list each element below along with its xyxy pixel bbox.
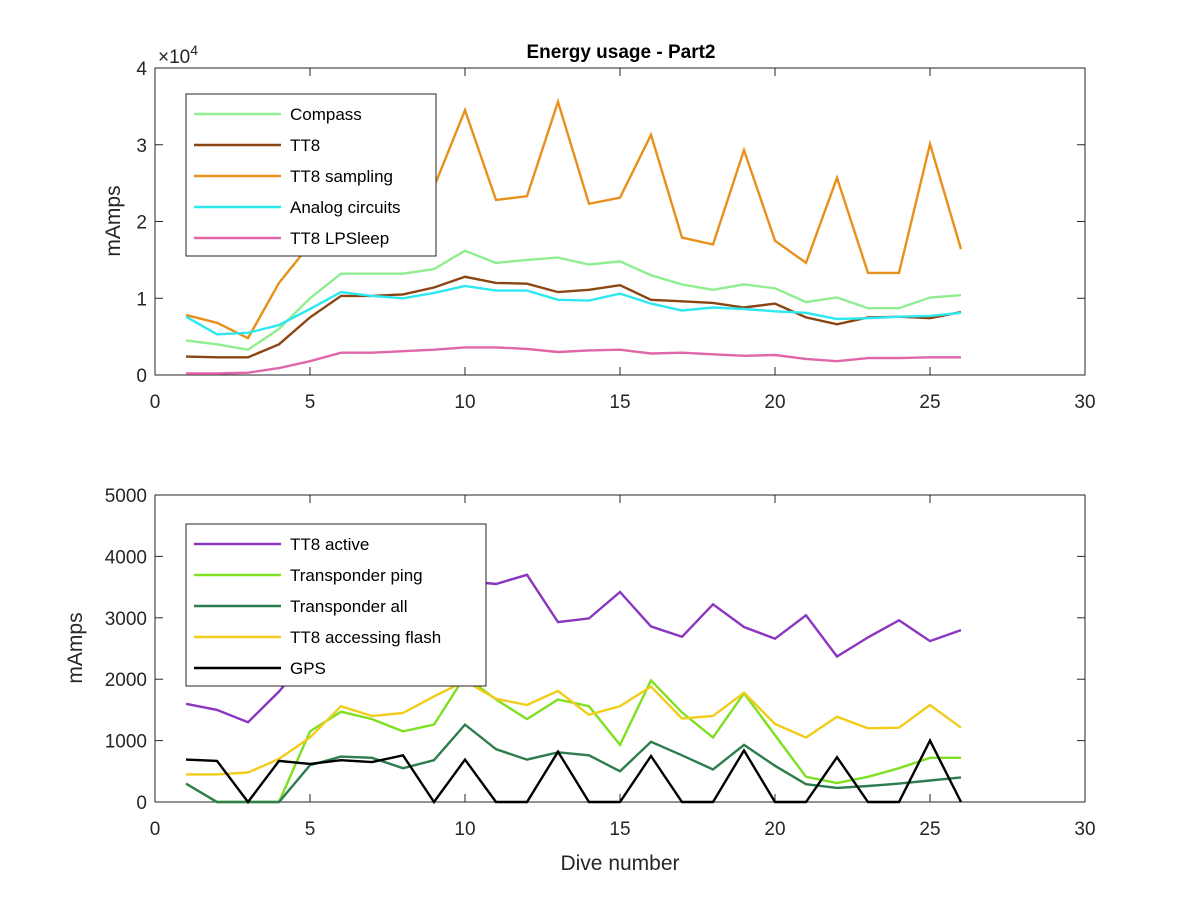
- legend-label: TT8 LPSleep: [290, 229, 389, 248]
- y-tick-label: 5000: [105, 486, 147, 507]
- series-line-compass: [185, 249, 962, 351]
- legend-label: Transponder ping: [290, 566, 423, 585]
- series-line-tt8: [185, 275, 962, 359]
- chart-top: Energy usage - Part2 ×104 0 5 10 15 20 25 30 0…: [102, 42, 1096, 413]
- x-tick-label: 10: [454, 819, 475, 840]
- x-tick-label: 20: [764, 819, 785, 840]
- series-line-analog-circuits: [185, 284, 962, 336]
- legend-label: TT8 sampling: [290, 167, 393, 186]
- y-tick-label: 0: [136, 793, 147, 814]
- x-tick-label: 30: [1074, 819, 1095, 840]
- x-tick-label: 0: [150, 392, 161, 413]
- x-tick-label: 10: [454, 392, 475, 413]
- y-tick-label: 1000: [105, 732, 147, 753]
- chart-top-y-ticks: 0 1 2 3 4: [136, 59, 1085, 387]
- legend-label: Transponder all: [290, 597, 408, 616]
- chart-top-y-label: mAmps: [102, 185, 125, 256]
- y-tick-label: 4: [136, 59, 147, 80]
- legend-label: TT8 accessing flash: [290, 628, 441, 647]
- chart-bottom-x-label: Dive number: [560, 852, 679, 875]
- chart-bottom-y-ticks: 0 1000 2000 3000 4000 5000: [105, 486, 1085, 814]
- x-tick-label: 25: [919, 392, 940, 413]
- chart-top-legend: Compass TT8 TT8 sampling Analog circuits TT8…: [185, 93, 437, 257]
- x-tick-label: 15: [609, 819, 630, 840]
- x-tick-label: 30: [1074, 392, 1095, 413]
- chart-top-title: Energy usage - Part2: [526, 42, 715, 63]
- y-tick-label: 2000: [105, 670, 147, 691]
- legend-label: Compass: [290, 105, 362, 124]
- y-tick-label: 2: [136, 213, 147, 234]
- x-tick-label: 0: [150, 819, 161, 840]
- chart-bottom-y-label: mAmps: [64, 612, 87, 683]
- y-tick-label: 3000: [105, 609, 147, 630]
- x-tick-label: 5: [305, 392, 316, 413]
- chart-bottom: 0 5 10 15 20 25 30 0 1000 2000 3000 4000 5000 mAmps…: [64, 486, 1096, 875]
- chart-bottom-legend: TT8 active Transponder ping Transponder al…: [185, 523, 487, 687]
- y-tick-label: 0: [136, 366, 147, 387]
- series-line-tt8-accessing-flash: [186, 679, 962, 776]
- x-tick-label: 5: [305, 819, 316, 840]
- chart-top-series: [185, 97, 963, 375]
- legend-label: TT8 active: [290, 535, 369, 554]
- chart-top-x-ticks: 0 5 10 15 20 25 30: [150, 68, 1096, 413]
- chart-top-exponent: ×104: [158, 42, 198, 68]
- y-tick-label: 1: [136, 289, 147, 310]
- x-tick-label: 15: [609, 392, 630, 413]
- chart-bottom-x-ticks: 0 5 10 15 20 25 30: [150, 495, 1096, 840]
- legend-label: GPS: [290, 659, 326, 678]
- legend-label: Analog circuits: [290, 198, 401, 217]
- chart-bottom-series: [185, 573, 963, 805]
- y-tick-label: 3: [136, 136, 147, 157]
- chart-top-exponent-label: ×104: [158, 42, 198, 68]
- legend-label: TT8: [290, 136, 320, 155]
- x-tick-label: 25: [919, 819, 940, 840]
- y-tick-label: 4000: [105, 547, 147, 568]
- series-line-gps: [185, 737, 963, 805]
- x-tick-label: 20: [764, 392, 785, 413]
- series-line-tt8-lpsleep: [186, 346, 961, 375]
